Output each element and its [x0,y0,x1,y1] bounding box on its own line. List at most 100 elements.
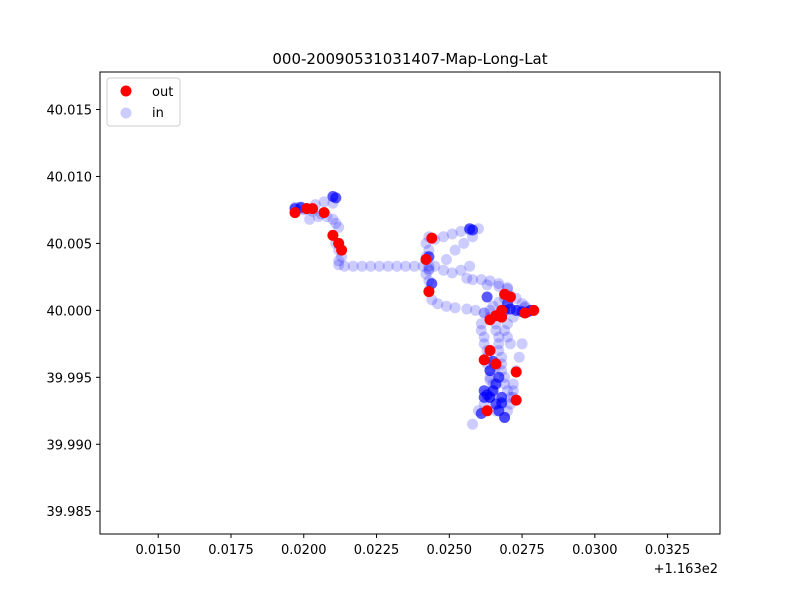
x-axis-offset-label: +1.163e2 [654,562,718,577]
point-in-0-87 [467,418,479,430]
point-in-0-17 [339,260,350,272]
point-out-2-16 [528,304,540,316]
point-in-0-121 [458,237,470,249]
point-in-0-73 [475,318,487,330]
point-in-0-21 [373,260,385,272]
point-in-0-45 [438,264,449,276]
point-in-0-18 [347,260,359,272]
point-in-0-20 [365,260,377,272]
point-in-0-36 [440,300,452,312]
point-in-0-113 [502,331,513,343]
y-tick-label: 40.015 [47,103,93,118]
point-out-2-3 [307,203,318,215]
point-in-0-5 [327,213,339,225]
legend-marker-in [120,107,132,119]
point-in-0-103 [513,351,525,363]
point-in-0-24 [400,260,412,272]
point-in-0-42 [420,268,432,280]
x-tick-label: 0.0200 [281,543,327,558]
point-out-2-22 [481,405,493,417]
x-tick-label: 0.0250 [427,543,473,558]
point-in-0-35 [432,298,444,310]
point-out-2-6 [336,244,348,256]
point-in-0-25 [408,260,420,272]
point-in-0-101 [507,378,519,390]
point-in-1-16 [493,371,505,383]
point-out-2-7 [426,232,438,244]
point-out-2-20 [510,366,522,378]
point-in-0-9 [318,196,330,208]
point-out-2-4 [327,229,339,241]
point-in-0-19 [356,260,368,272]
point-in-0-75 [478,331,490,343]
y-tick-label: 40.005 [47,237,93,252]
point-out-2-23 [496,311,508,323]
point-in-0-44 [429,260,441,272]
point-out-2-19 [490,358,502,370]
point-in-0-125 [304,213,316,225]
point-in-0-92 [493,345,505,356]
plot-frame [99,71,721,535]
point-in-0-7 [333,221,345,233]
point-out-2-2 [318,207,330,219]
point-in-0-48 [464,260,476,272]
point-in-0-64 [487,300,499,312]
legend: out in [106,77,181,127]
x-tick-label: 0.0275 [499,543,545,558]
point-in-0-120 [449,244,461,256]
legend-marker-out [120,85,132,97]
chart-title: 000-20090531031407-Map-Long-Lat [272,50,547,68]
point-in-0-90 [493,331,505,343]
point-in-0-37 [449,302,461,314]
point-out-2-15 [519,307,531,319]
point-out-2-21 [510,394,522,406]
point-in-1-25 [478,391,490,403]
y-tick-label: 40.000 [47,304,93,319]
y-tick-label: 39.990 [47,438,93,453]
y-tick-label: 40.010 [47,170,93,185]
point-in-0-46 [446,267,458,279]
point-in-0-89 [490,325,502,336]
point-in-0-16 [333,259,345,271]
point-in-0-38 [461,303,473,315]
y-tick-label: 39.995 [47,371,93,386]
x-tick-label: 0.0225 [354,543,400,558]
point-in-1-4 [330,192,342,204]
point-in-0-50 [467,274,479,286]
point-in-0-43 [423,263,435,275]
point-in-1-23 [499,412,511,423]
point-in-0-114 [499,325,511,336]
point-out-2-8 [420,254,432,265]
point-in-0-119 [440,254,452,265]
point-out-2-9 [423,286,435,298]
point-in-0-23 [391,260,403,272]
point-in-0-127 [493,280,505,292]
point-in-1-24 [496,397,508,409]
point-in-1-28 [481,291,493,303]
point-in-0-126 [481,279,493,291]
point-in-0-6 [330,217,342,229]
point-in-0-104 [516,338,528,350]
point-in-0-59 [455,225,467,237]
point-in-0-91 [493,338,505,350]
point-out-2-17 [478,354,490,366]
x-tick-label: 0.0300 [572,543,618,558]
point-in-0-53 [493,278,505,290]
point-in-0-57 [438,231,449,243]
point-in-1-27 [464,223,476,235]
x-tick-label: 0.0325 [645,543,691,558]
point-out-2-18 [484,345,496,356]
point-in-0-31 [423,264,435,276]
x-tick-label: 0.0175 [208,543,254,558]
point-in-0-49 [461,272,473,284]
axes-layer: 0.0150 0.0175 0.0200 0.0225 0.0250 0.0275 0.03… [47,103,691,558]
point-in-0-58 [446,228,458,240]
point-out-2-14 [504,291,516,303]
legend-label-out: out [152,85,173,100]
point-in-0-15 [333,255,345,267]
point-in-0-52 [484,275,496,287]
point-out-2-0 [289,207,301,219]
y-tick-label: 39.985 [47,505,93,520]
legend-label-in: in [152,106,164,121]
point-in-0-74 [475,325,487,336]
